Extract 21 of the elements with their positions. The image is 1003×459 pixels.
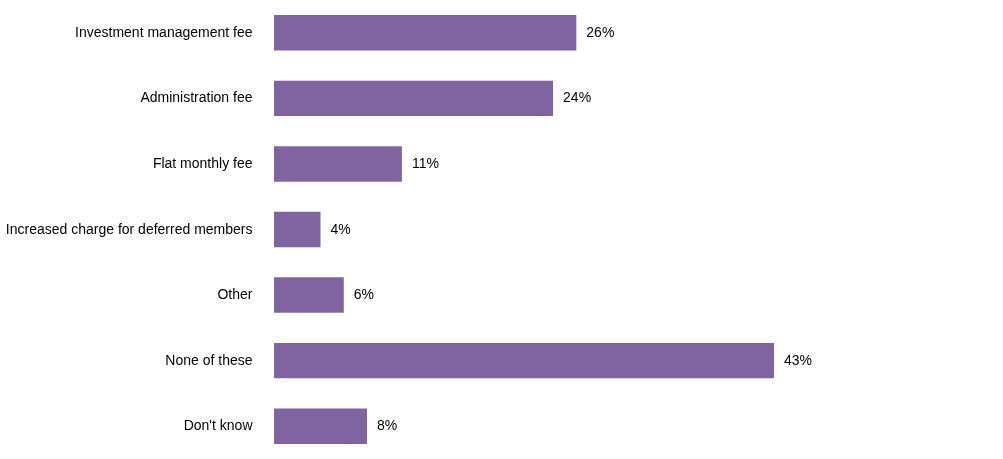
data-label: 26%	[586, 23, 615, 40]
data-label: 24%	[563, 89, 592, 106]
y-tick-label: Increased charge for deferred members	[5, 220, 253, 237]
data-label: 11%	[411, 154, 439, 171]
y-tick-label: Flat monthly fee	[152, 154, 253, 171]
y-tick-label: Administration fee	[140, 89, 253, 106]
data-label: 4%	[330, 220, 351, 237]
y-tick-label: Investment management fee	[75, 23, 253, 40]
bar	[274, 15, 577, 51]
data-label: 43%	[784, 351, 813, 368]
bar	[274, 277, 344, 313]
y-tick-label: None of these	[165, 351, 253, 368]
bar	[274, 342, 774, 379]
bar	[274, 211, 321, 248]
data-label: 6%	[353, 286, 374, 303]
bar	[274, 80, 554, 117]
data-label: 8%	[377, 417, 398, 434]
y-tick-label: Other	[217, 286, 253, 303]
y-tick-label: Don't know	[183, 417, 254, 434]
bar	[274, 408, 368, 444]
bar	[274, 146, 402, 182]
